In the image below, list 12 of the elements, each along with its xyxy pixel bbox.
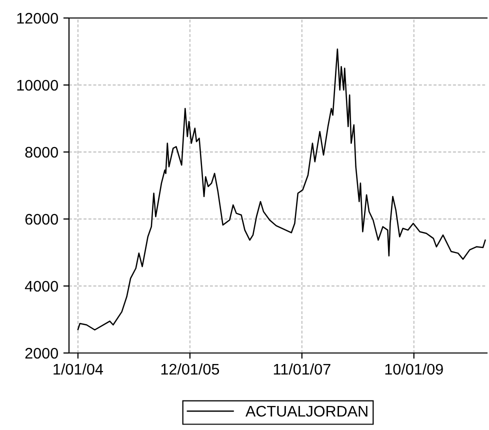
line-series xyxy=(77,48,486,331)
y-tick-label: 4000 xyxy=(24,280,58,292)
x-tick-label: 1/01/04 xyxy=(54,363,103,375)
y-tick-label: 10000 xyxy=(17,80,58,91)
x-tick-label: 10/01/09 xyxy=(385,363,443,375)
y-tick-label: 8000 xyxy=(25,146,58,158)
y-tick-label: 6000 xyxy=(25,214,58,225)
y-tick-label: 12000 xyxy=(17,12,58,24)
x-tick-label: 12/01/05 xyxy=(161,363,220,375)
y-tick-label: 2000 xyxy=(25,348,58,359)
x-tick-label: 11/01/07 xyxy=(274,363,330,375)
legend-label: ACTUALJORDAN xyxy=(246,406,368,417)
